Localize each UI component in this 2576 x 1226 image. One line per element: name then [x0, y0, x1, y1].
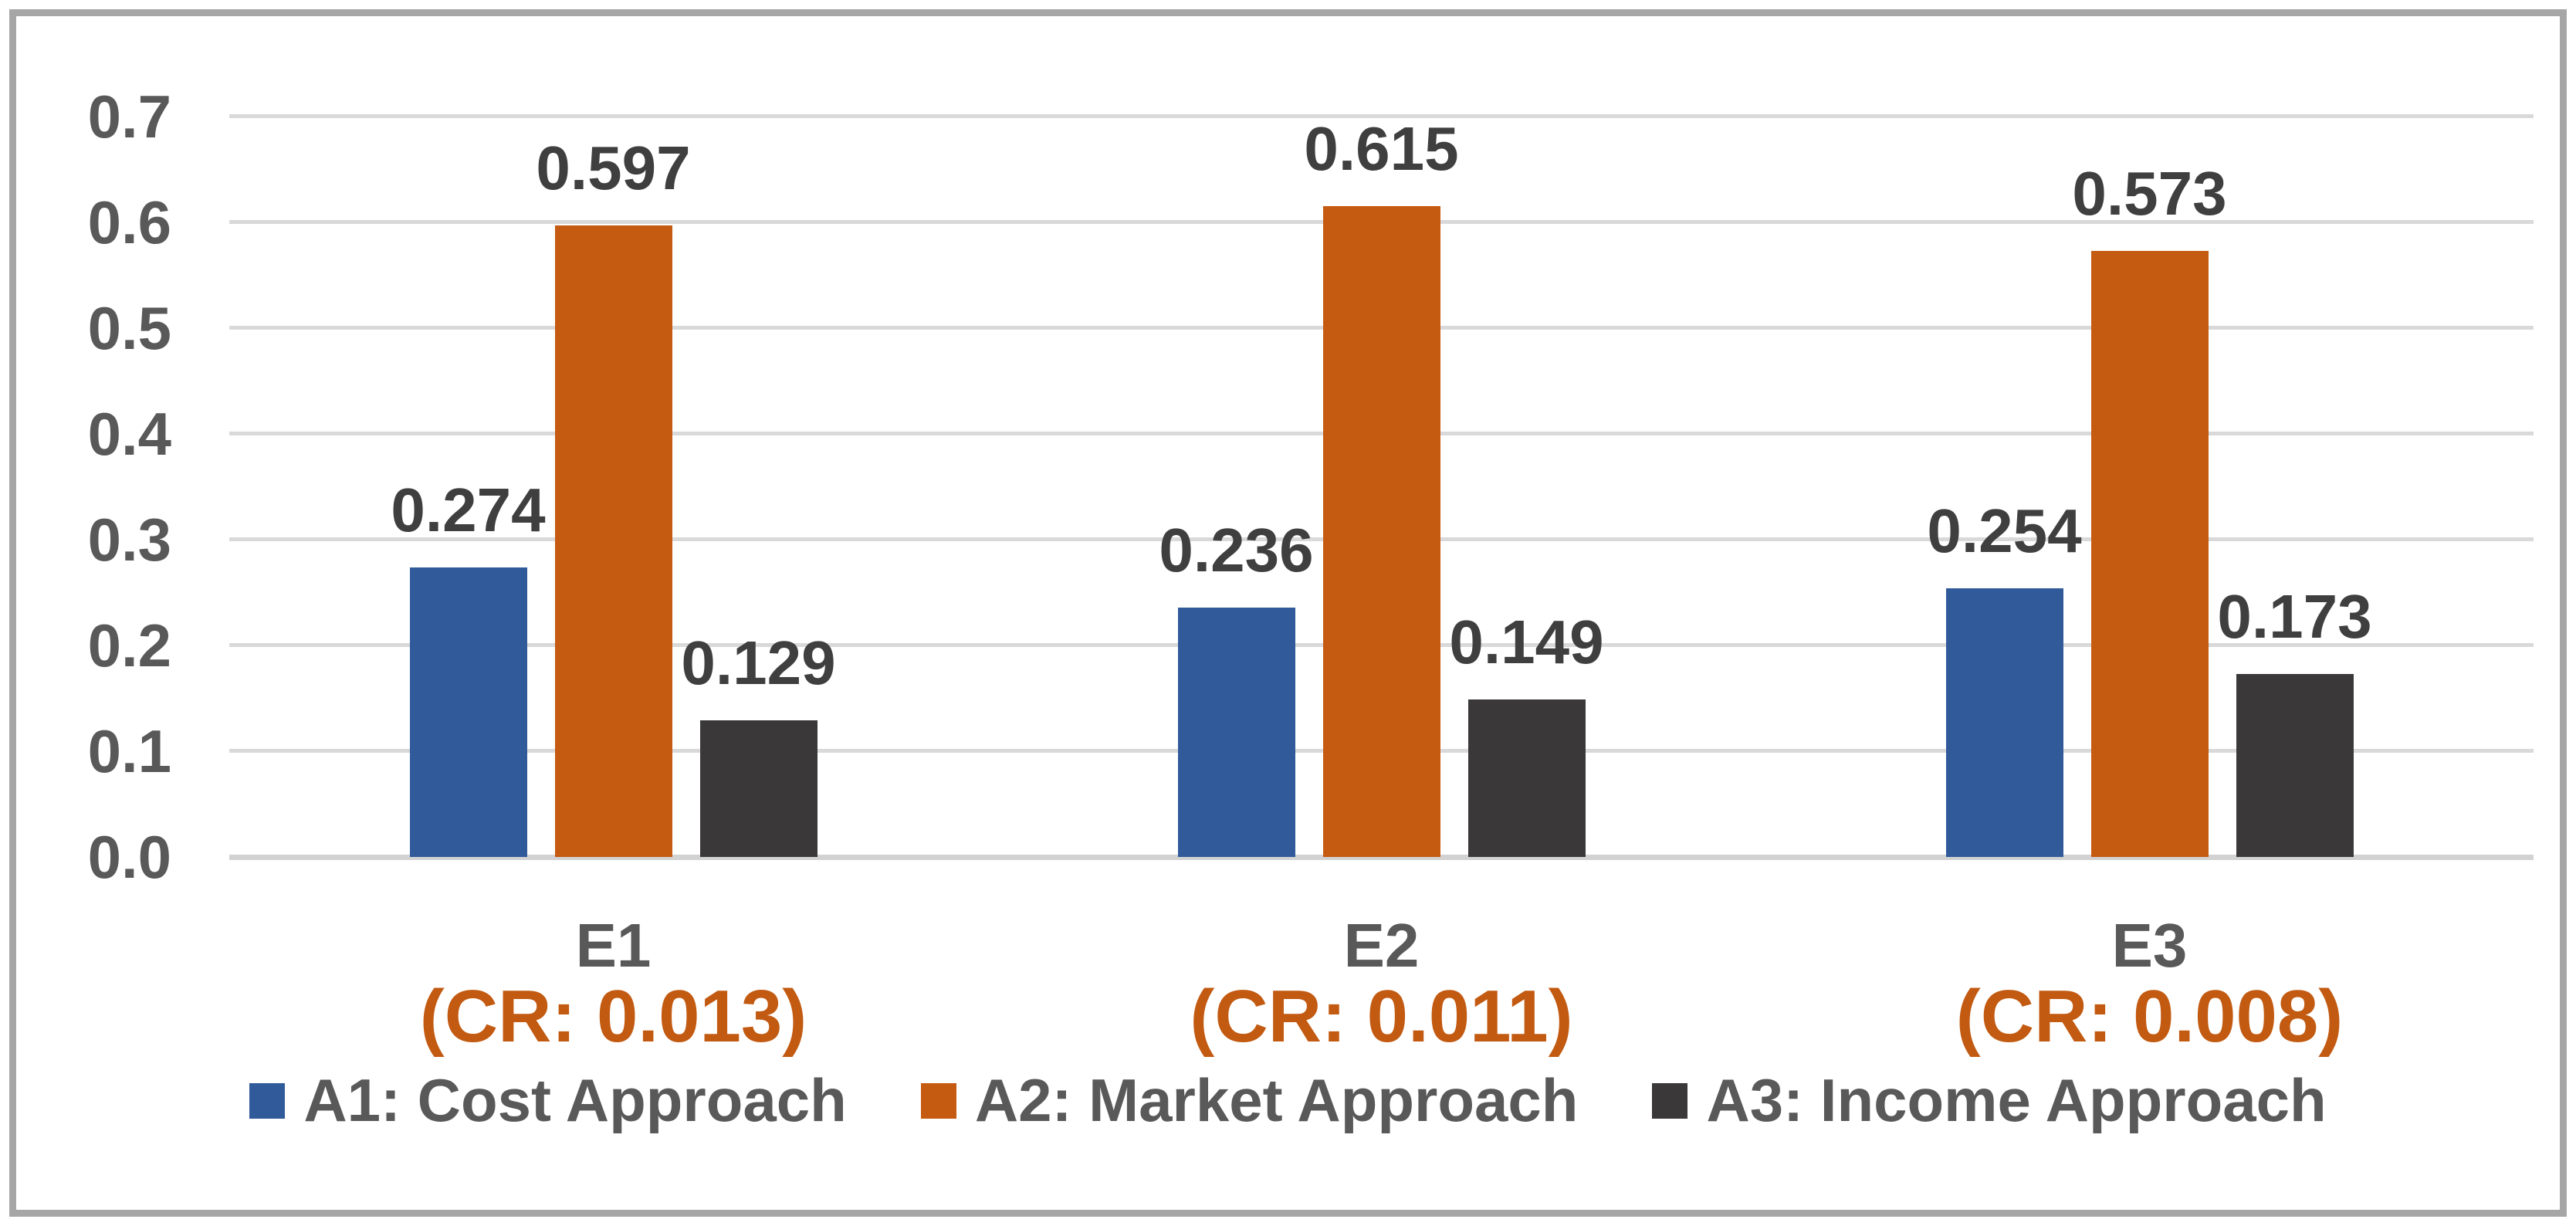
cr-label-e3: (CR: 0.008) — [1955, 975, 2344, 1058]
y-axis-tick-label: 0.4 — [87, 400, 171, 468]
y-axis-tick-label: 0.6 — [87, 188, 171, 256]
value-label-a3-e3: 0.173 — [2217, 581, 2372, 651]
category-label-e3: E3 — [2111, 911, 2188, 980]
bar-a1-e3 — [1945, 588, 2063, 857]
bar-a3-e1 — [699, 720, 817, 857]
y-axis-tick-label: 0.7 — [87, 83, 171, 151]
category-label-e1: E1 — [575, 911, 652, 980]
y-axis-tick-label: 0.2 — [87, 611, 171, 679]
cr-label-e2: (CR: 0.011) — [1190, 975, 1573, 1058]
legend-label-a1: A1: Cost Approach — [303, 1066, 847, 1134]
value-label-a1-e1: 0.274 — [391, 475, 546, 544]
value-label-a2-e2: 0.615 — [1304, 114, 1459, 184]
value-label-a3-e2: 0.149 — [1449, 607, 1604, 676]
x-axis-line — [229, 855, 2534, 860]
bar-a2-e3 — [2090, 250, 2209, 857]
legend-item-a3: A3: Income Approach — [1652, 1065, 2327, 1136]
cr-label-e1: (CR: 0.013) — [419, 975, 807, 1058]
bar-a1-e2 — [1177, 607, 1295, 857]
bar-a2-e2 — [1322, 206, 1440, 857]
y-axis-tick-label: 0.5 — [87, 294, 171, 362]
value-label-a1-e2: 0.236 — [1159, 515, 1314, 584]
bar-a3-e3 — [2236, 673, 2354, 857]
legend-label-a3: A3: Income Approach — [1706, 1066, 2327, 1134]
value-label-a2-e3: 0.573 — [2072, 158, 2227, 228]
value-label-a2-e1: 0.597 — [536, 134, 691, 203]
y-axis-tick-label: 0.3 — [87, 506, 171, 574]
legend: A1: Cost Approach A2: Market Approach A3: … — [0, 1065, 2576, 1136]
legend-item-a2: A2: Market Approach — [920, 1065, 1579, 1136]
bar-a3-e2 — [1467, 699, 1586, 857]
value-label-a3-e1: 0.129 — [681, 628, 836, 698]
legend-label-a2: A2: Market Approach — [974, 1066, 1579, 1134]
legend-swatch-a1 — [249, 1082, 286, 1119]
value-label-a1-e3: 0.254 — [1927, 496, 2082, 566]
bar-a1-e1 — [409, 567, 527, 857]
bar-a2-e1 — [554, 225, 672, 857]
legend-item-a1: A1: Cost Approach — [249, 1065, 847, 1136]
legend-swatch-a2 — [920, 1082, 956, 1119]
category-label-e2: E2 — [1343, 911, 1420, 980]
legend-swatch-a3 — [1652, 1082, 1688, 1119]
y-axis-tick-label: 0.0 — [87, 823, 171, 891]
y-axis-tick-label: 0.1 — [87, 717, 171, 785]
gridline — [229, 114, 2534, 118]
